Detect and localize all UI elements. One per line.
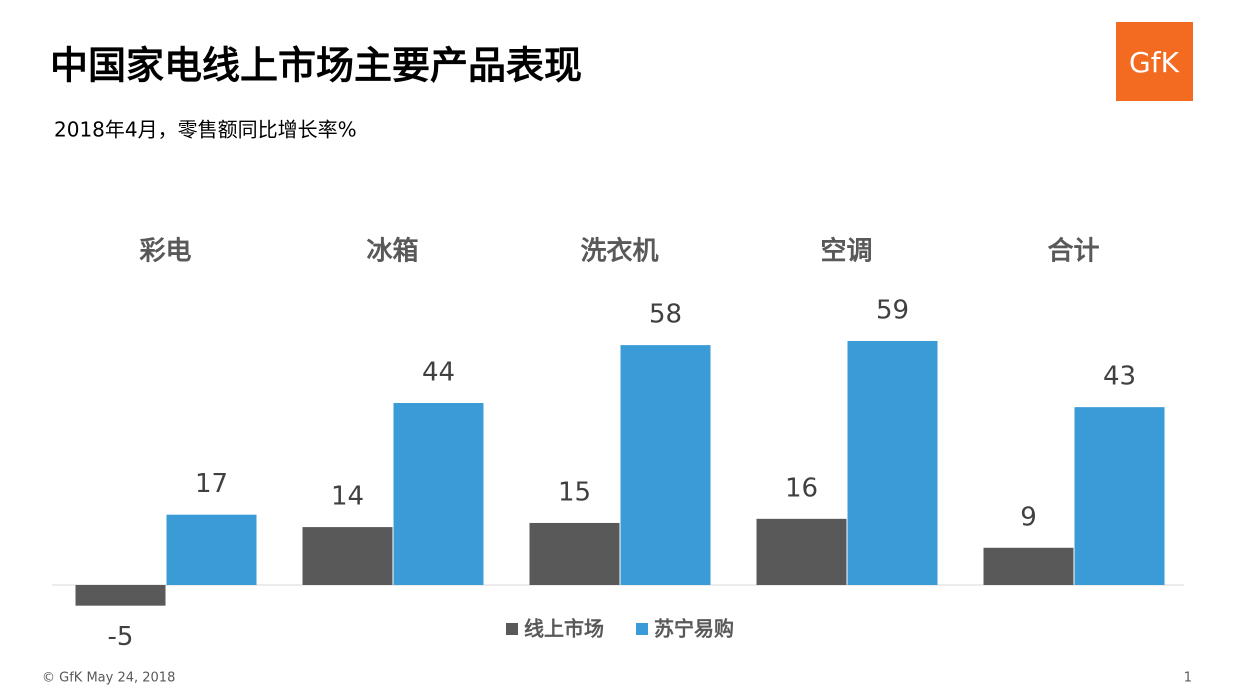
category-label: 空调	[820, 236, 872, 267]
legend-label: 苏宁易购	[654, 617, 734, 641]
data-label: 58	[649, 300, 682, 330]
category-label: 冰箱	[366, 236, 418, 267]
bar	[393, 403, 484, 585]
legend-swatch	[636, 623, 648, 635]
data-label: 16	[785, 473, 818, 503]
bar	[620, 345, 711, 585]
chart-subtitle: 2018年4月，零售额同比增长率%	[54, 118, 357, 142]
data-label: 59	[876, 295, 909, 325]
bar	[302, 527, 393, 585]
bar	[756, 518, 847, 585]
logo: GfK	[1129, 46, 1180, 79]
bar	[847, 340, 938, 585]
bar	[166, 514, 257, 585]
bar	[529, 522, 620, 585]
bar	[1074, 407, 1165, 585]
logo-box	[1116, 22, 1193, 101]
page-number: 1	[1184, 671, 1192, 686]
category-label: 合计	[1047, 236, 1099, 267]
data-label: 17	[195, 469, 228, 499]
category-label: 彩电	[138, 237, 191, 267]
legend-swatch	[506, 623, 518, 635]
footer: © GfK May 24, 2018	[42, 671, 175, 686]
data-label: -5	[108, 622, 134, 652]
bar	[983, 547, 1074, 585]
bar	[75, 585, 166, 606]
data-label: 44	[422, 358, 455, 388]
category-label: 洗衣机	[580, 236, 658, 267]
data-label: 14	[331, 482, 364, 512]
legend-label: 线上市场	[524, 617, 604, 641]
data-label: 15	[558, 477, 591, 507]
chart-title: 中国家电线上市场主要产品表现	[50, 44, 582, 88]
data-label: 43	[1103, 362, 1136, 392]
data-label: 9	[1020, 502, 1037, 532]
